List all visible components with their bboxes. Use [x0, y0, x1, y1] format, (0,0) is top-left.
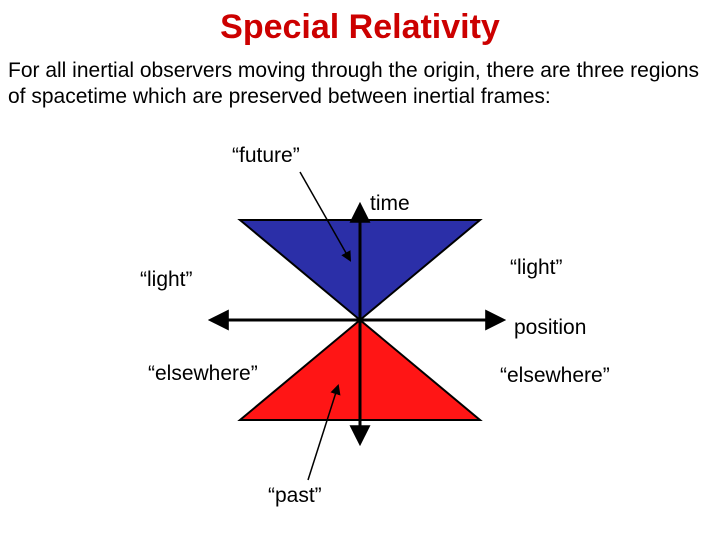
- intro-paragraph: For all inertial observers moving throug…: [8, 58, 712, 111]
- lightcone-diagram: [170, 150, 530, 510]
- page-title: Special Relativity: [0, 8, 720, 47]
